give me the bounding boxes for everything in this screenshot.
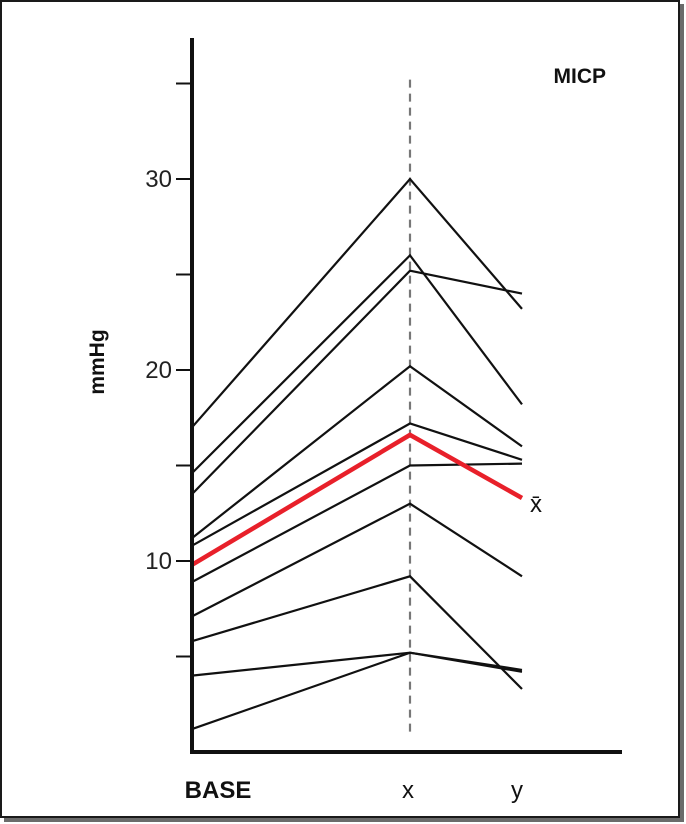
series-line-1 — [191, 177, 523, 429]
mean-series-label: x̄ — [530, 491, 542, 518]
series-line-4 — [191, 364, 523, 539]
series-line-7 — [191, 502, 523, 618]
series-line-8 — [191, 575, 523, 690]
x-category-label-layer: BASE x y — [185, 777, 523, 804]
x-category-label-2: x — [402, 777, 414, 804]
y-tick-layer — [176, 82, 192, 658]
series-line-10 — [191, 651, 523, 731]
y-tick-label-10: 10 — [145, 548, 172, 575]
series-layer — [190, 177, 524, 731]
x-category-label-1: BASE — [185, 777, 252, 804]
y-tick-label-20: 20 — [145, 357, 172, 384]
series-line-2 — [191, 253, 523, 474]
axis-layer — [190, 38, 622, 754]
y-tick-label-30: 30 — [145, 166, 172, 193]
chart-title: MICP — [554, 65, 607, 88]
y-axis-title: mmHg — [86, 329, 109, 394]
y-tick-label-layer: 10 20 30 — [145, 166, 172, 575]
series-line-5 — [191, 422, 523, 547]
series-line-6 — [191, 462, 523, 583]
mean-series-line — [190, 432, 524, 567]
series-line-3 — [191, 269, 523, 495]
x-category-label-3: y — [511, 777, 523, 804]
